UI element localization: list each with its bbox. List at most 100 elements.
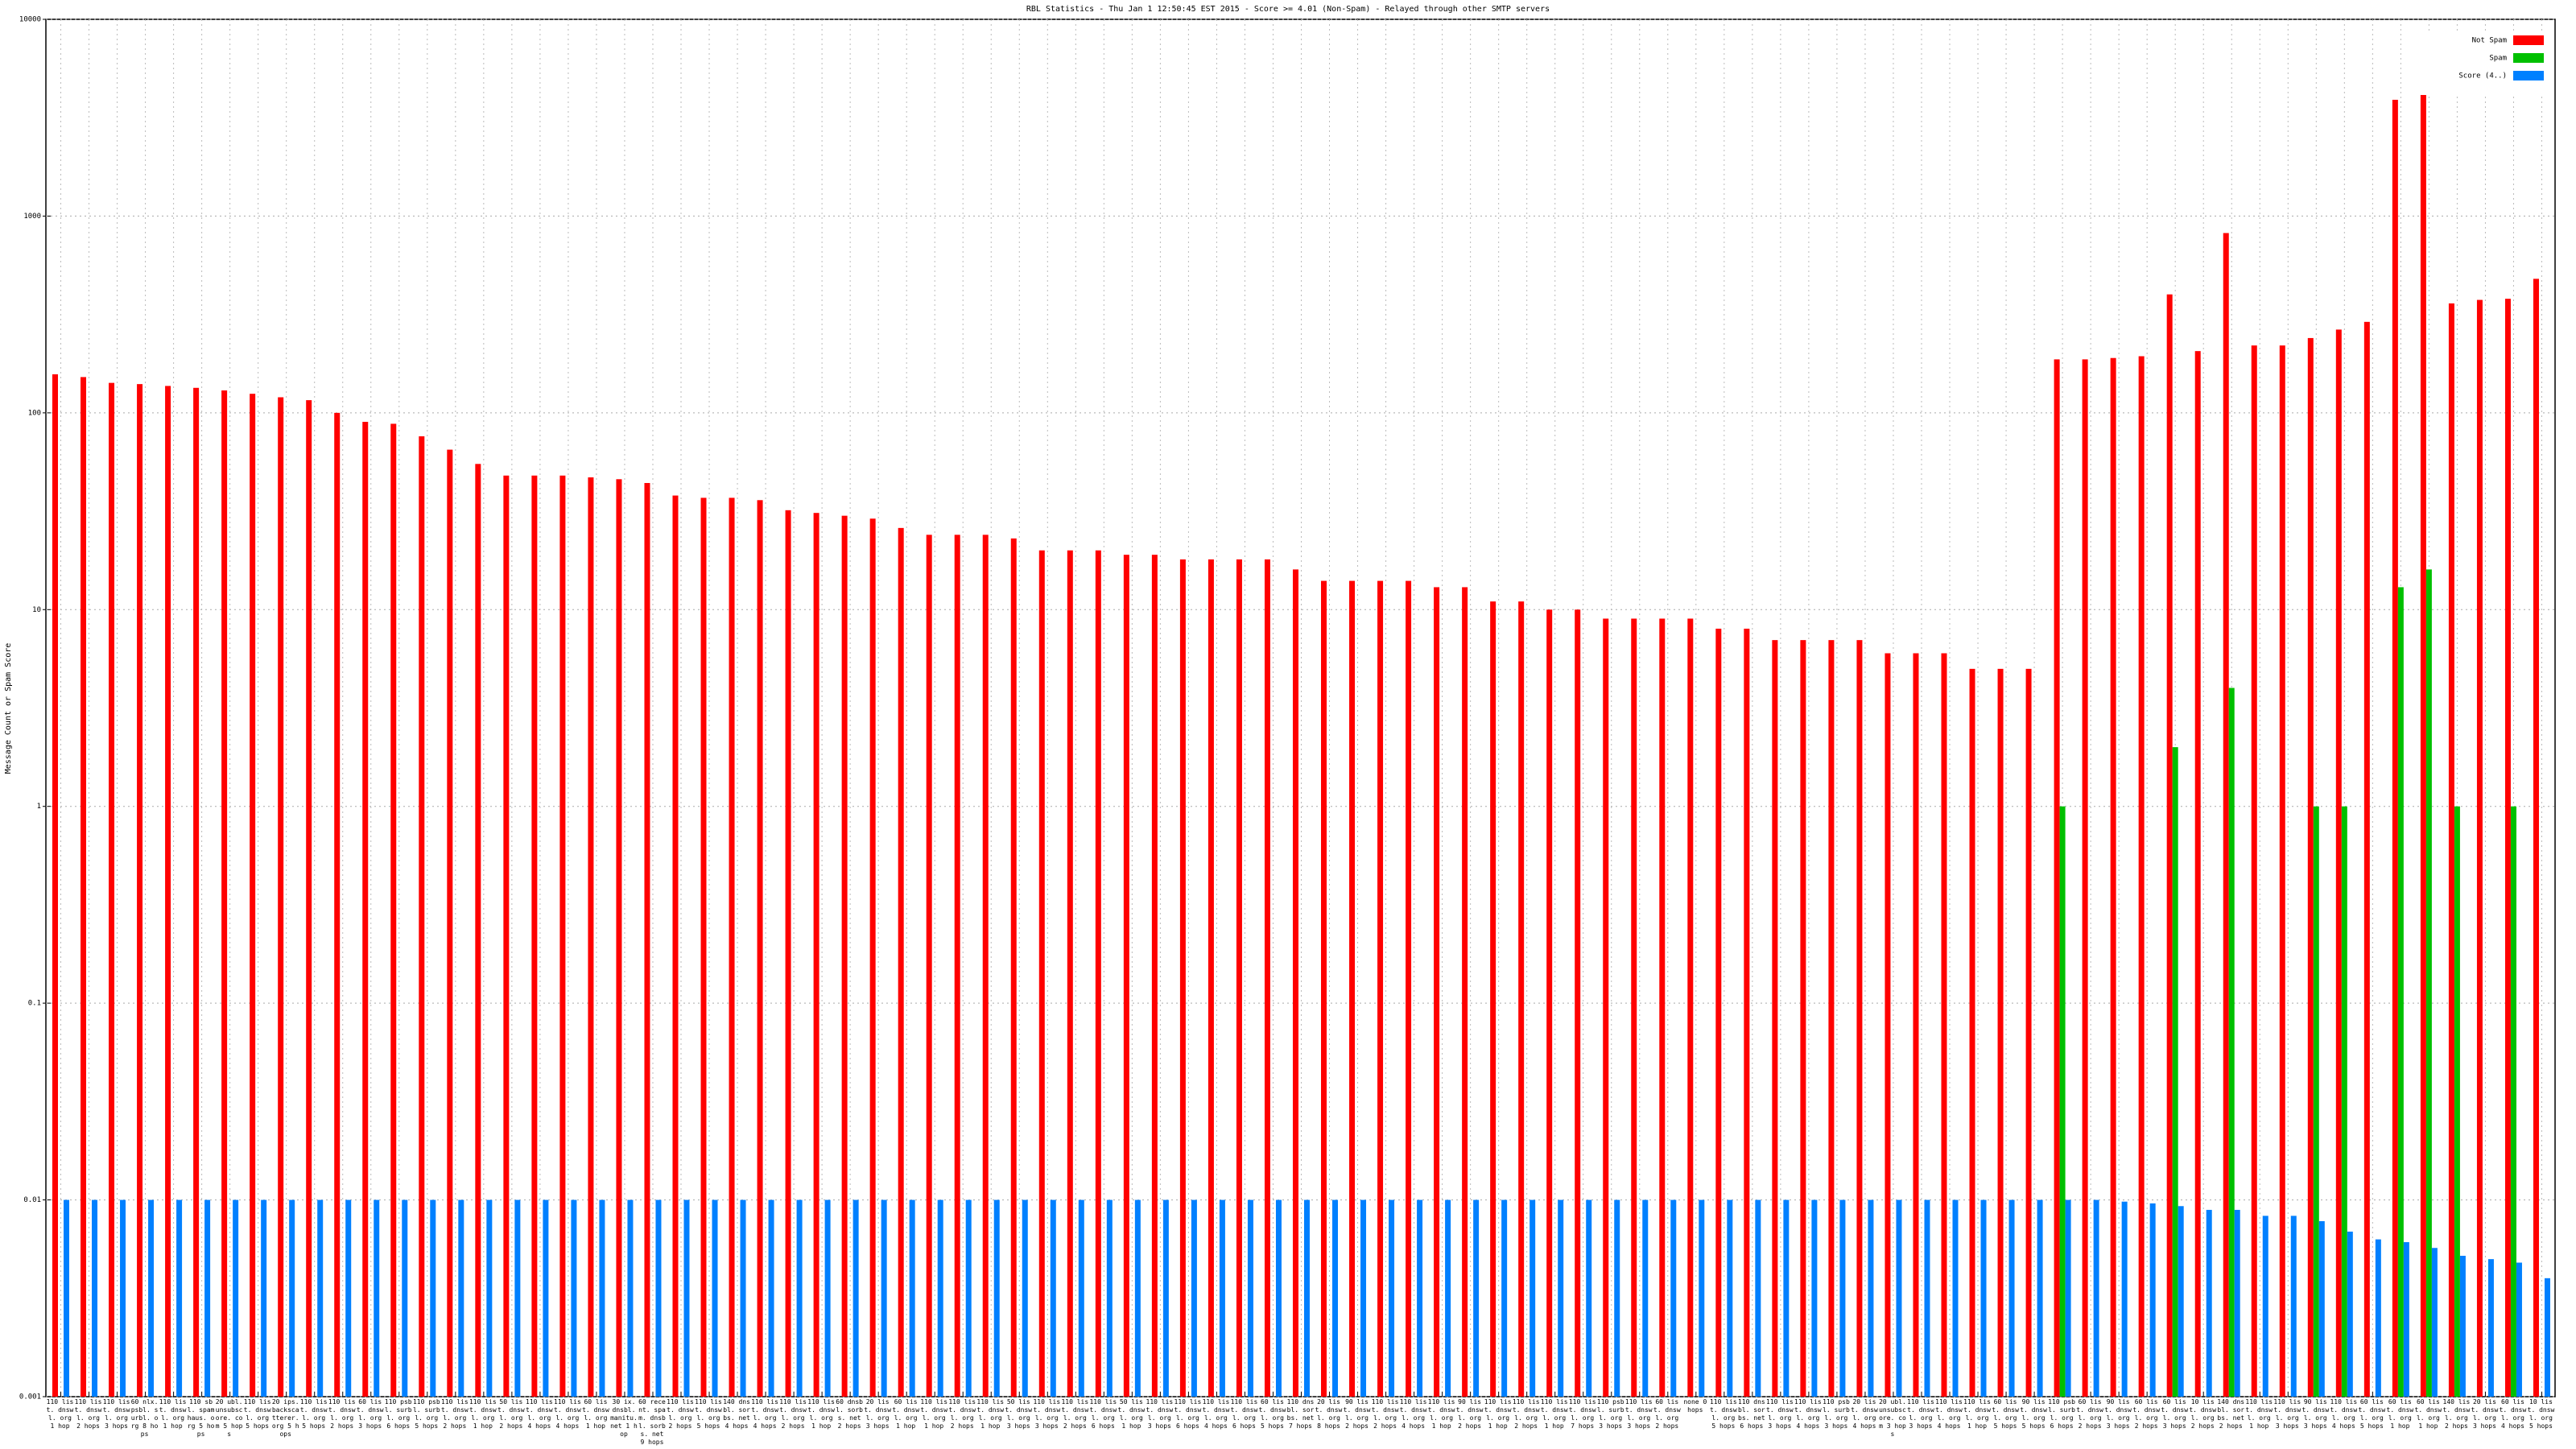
bar (1095, 550, 1101, 1397)
bar (1377, 580, 1384, 1397)
x-tick-label: 60 recent. spam. dnsbl. sorbs. net 9 hop… (638, 1398, 666, 1446)
bar (137, 384, 143, 1397)
bar (672, 495, 679, 1397)
bar (278, 397, 284, 1397)
bar (2166, 294, 2173, 1397)
bar (390, 423, 397, 1397)
bar (1783, 1199, 1790, 1397)
x-tick-label: 110 list. dnswl. org 4 hops (1935, 1398, 1963, 1430)
x-tick-label: 60 list. dnswl. org 3 hops (356, 1398, 384, 1430)
x-tick-label: 60 list. dnswl. org 2 hops (2132, 1398, 2161, 1430)
bar (768, 1199, 774, 1397)
bar (2544, 1278, 2550, 1397)
bar (1518, 601, 1525, 1397)
bar (1106, 1199, 1113, 1397)
bar (683, 1199, 690, 1397)
bar (514, 1199, 521, 1397)
x-tick-label: 110 list. dnswl. org 1 hop (1540, 1398, 1568, 1430)
bar (1980, 1199, 1987, 1397)
bar (1687, 618, 1694, 1397)
bar (109, 382, 115, 1397)
bar (1321, 580, 1327, 1397)
bar (571, 1199, 577, 1397)
x-tick-label: 110 list. dnswl. org 2 hops (1512, 1398, 1540, 1430)
bar (531, 475, 538, 1397)
bar (2347, 1231, 2353, 1397)
bar (345, 1199, 352, 1397)
bar (2228, 687, 2235, 1397)
bar (1885, 653, 1891, 1397)
legend-label: Score (4..) (2458, 72, 2507, 80)
x-tick-label: 90 list. dnswl. org 5 hops (2020, 1398, 2047, 1430)
bar (1134, 1199, 1141, 1397)
bar (1275, 1199, 1282, 1397)
bar (1360, 1199, 1367, 1397)
bar (475, 464, 481, 1397)
bar (2262, 1216, 2268, 1397)
x-tick-label: 110 psbl. surbl. org 6 hops (2048, 1398, 2075, 1430)
x-tick-label: 110 list. dnswl. org 4 hops (1399, 1398, 1427, 1430)
bar (2448, 303, 2454, 1397)
x-tick-label: 110 list. dnswl. org 3 hops (2273, 1398, 2301, 1430)
bar (334, 412, 341, 1397)
bar (1022, 1199, 1028, 1397)
x-tick-label: 60 list. dnswl. org 2 hops (2076, 1398, 2103, 1430)
bar (740, 1199, 746, 1397)
x-tick-label: 20 list. dnswl. org 3 hops (2471, 1398, 2499, 1430)
bar (1303, 1199, 1310, 1397)
x-tick-label: 110 list. dnswl. org 3 hops (1033, 1398, 1061, 1430)
bar (52, 374, 58, 1397)
bar (2206, 1209, 2212, 1397)
x-tick-label: 60 list. dnswl. org 1 hop (582, 1398, 609, 1430)
bar (430, 1199, 436, 1397)
y-tick-label: 10000 (19, 16, 41, 24)
bar (1067, 550, 1073, 1397)
bar (1839, 1199, 1846, 1397)
x-tick-label: 50 list. dnswl. org 3 hops (1005, 1398, 1033, 1430)
bar (982, 535, 989, 1397)
y-tick-label: 10 (32, 606, 41, 614)
y-tick-label: 0.1 (28, 1000, 41, 1008)
x-tick-label: 110 psbl. surbl. org 3 hops (1823, 1398, 1850, 1430)
bar (2476, 299, 2483, 1397)
bar (120, 1199, 126, 1397)
plot-frame (45, 19, 2556, 1397)
bar (1473, 1199, 1480, 1397)
bar (261, 1199, 267, 1397)
bar (2008, 1199, 2015, 1397)
bar (2341, 806, 2347, 1397)
x-tick-label: 140 list. dnswl. org 2 hops (2442, 1398, 2471, 1430)
x-tick-label: 140 dnsbl. sorbs. net 2 hops (2217, 1398, 2245, 1430)
x-tick-label: 110 sbl. spamhaus. org 5 hops (187, 1398, 215, 1438)
x-tick-label: 110 list. dnswl. org 3 hops (1907, 1398, 1934, 1430)
x-tick-label: 10 list. dnswl. org 5 hops (2527, 1398, 2555, 1430)
x-tick-label: 20 ubl. unsubscore. com 5 hops (215, 1398, 243, 1438)
bar (1530, 1199, 1536, 1397)
x-tick-label: 20 ubl. unsubscore. com 3 hops (1879, 1398, 1906, 1438)
bar (1191, 1199, 1197, 1397)
bar (204, 1199, 211, 1397)
legend-label: Not Spam (2472, 37, 2507, 45)
bar (1247, 1199, 1253, 1397)
x-tick-label: 110 list. dnswl. org 4 hops (1794, 1398, 1822, 1430)
x-tick-label: 110 list. dnswl. org 2 hops (74, 1398, 102, 1430)
bar (2425, 569, 2432, 1397)
bar (148, 1199, 155, 1397)
x-tick-label: 10 list. dnswl. org 2 hops (2189, 1398, 2217, 1430)
bar (937, 1199, 943, 1397)
x-tick-label: 110 list. dnswl. org 1 hop (920, 1398, 948, 1430)
x-tick-label: 110 list. dnswl. org 5 hops (1709, 1398, 1737, 1430)
x-tick-label: 110 list. dnswl. org 1 hop (976, 1398, 1005, 1430)
bar (869, 518, 876, 1397)
bar (813, 513, 819, 1397)
bar (2234, 1209, 2240, 1397)
bar (965, 1199, 972, 1397)
bar (2459, 1255, 2466, 1397)
chart-title: RBL Statistics - Thu Jan 1 12:50:45 EST … (1026, 5, 1550, 14)
bar (796, 1199, 803, 1397)
x-tick-label: 110 list. dnswl. org 6 hops (1230, 1398, 1258, 1430)
bar (92, 1199, 98, 1397)
bar (1501, 1199, 1508, 1397)
bar (785, 510, 791, 1397)
bar (250, 394, 256, 1397)
